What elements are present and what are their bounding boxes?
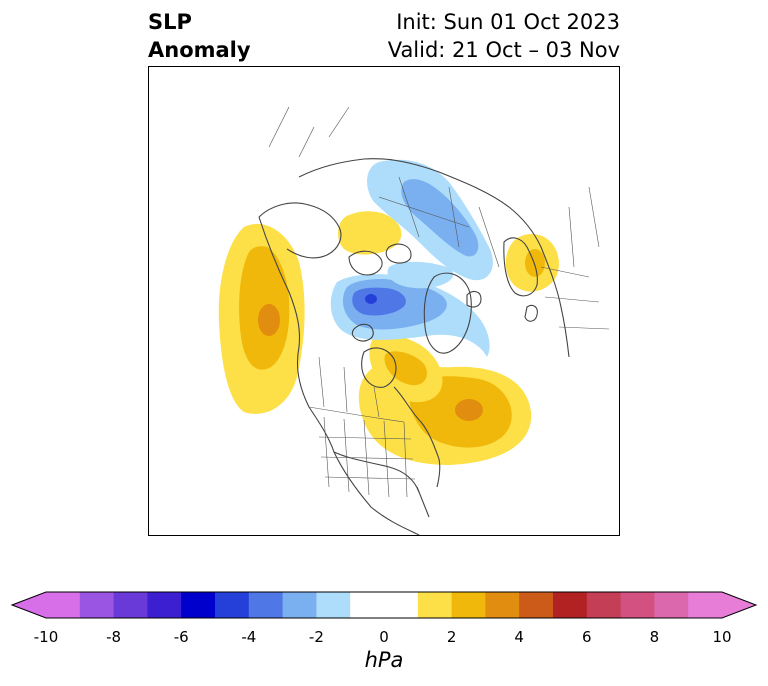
- colorbar-high-extension: [722, 592, 756, 618]
- colorbar-segment: [181, 592, 216, 618]
- colorbar-unit-label: hPa: [364, 648, 404, 672]
- init-date: Init: Sun 01 Oct 2023: [396, 10, 620, 34]
- forecast-dates: Init: Sun 01 Oct 2023 Valid: 21 Oct – 03…: [388, 8, 620, 64]
- colorbar-segment: [417, 592, 453, 618]
- colorbar-tick-label: 6: [582, 628, 592, 646]
- colorbar-segment: [384, 592, 419, 618]
- colorbar-tick-label: 8: [649, 628, 660, 646]
- anomaly-ne-pacific-high: [218, 223, 305, 414]
- colorbar-segment: [79, 592, 115, 618]
- colorbar-segment: [215, 592, 250, 618]
- colorbar-segment: [586, 592, 622, 618]
- colorbar-low-extension: [12, 592, 46, 618]
- colorbar-segment: [553, 592, 588, 618]
- anomaly-kara-low: [367, 159, 493, 289]
- colorbar-tick-label: 0: [379, 628, 389, 646]
- colorbar-tick-label: 4: [514, 628, 524, 646]
- colorbar-segment: [316, 592, 351, 618]
- colorbar-segment: [485, 592, 520, 618]
- colorbar-tick-label: -2: [308, 628, 324, 646]
- anomaly-arctic-low: [330, 274, 490, 357]
- colorbar: [10, 591, 758, 619]
- colorbar-segment: [113, 592, 148, 618]
- colorbar-tick-label: -4: [241, 628, 257, 646]
- colorbar-outline: [10, 591, 758, 619]
- colorbar-segments: [46, 592, 723, 618]
- title-line-1: SLP: [148, 10, 192, 34]
- map-panel: [148, 66, 620, 536]
- anomaly-siberia-high: [337, 211, 402, 255]
- political-borders: [268, 106, 610, 498]
- colorbar-segment: [688, 592, 723, 618]
- colorbar-segment: [620, 592, 655, 618]
- colorbar-tick-label: -10: [33, 628, 59, 646]
- map-title: SLP Anomaly: [148, 8, 251, 64]
- anomaly-scandinavia-high: [505, 233, 559, 292]
- colorbar-segment: [46, 592, 81, 618]
- colorbar-tick-label: 10: [712, 628, 732, 646]
- colorbar-segment: [451, 592, 486, 618]
- anomaly-map: [218, 106, 610, 535]
- colorbar-segment: [147, 592, 182, 618]
- valid-range: Valid: 21 Oct – 03 Nov: [387, 38, 620, 62]
- title-line-2: Anomaly: [148, 38, 251, 62]
- colorbar-segment: [654, 592, 689, 618]
- colorbar-segment: [248, 592, 284, 618]
- colorbar-segment: [282, 592, 317, 618]
- colorbar-segment: [519, 592, 554, 618]
- colorbar-segment: [350, 592, 385, 618]
- colorbar-tick-label: -6: [173, 628, 189, 646]
- colorbar-tick-label: 2: [446, 628, 457, 646]
- colorbar-tick-label: -8: [106, 628, 122, 646]
